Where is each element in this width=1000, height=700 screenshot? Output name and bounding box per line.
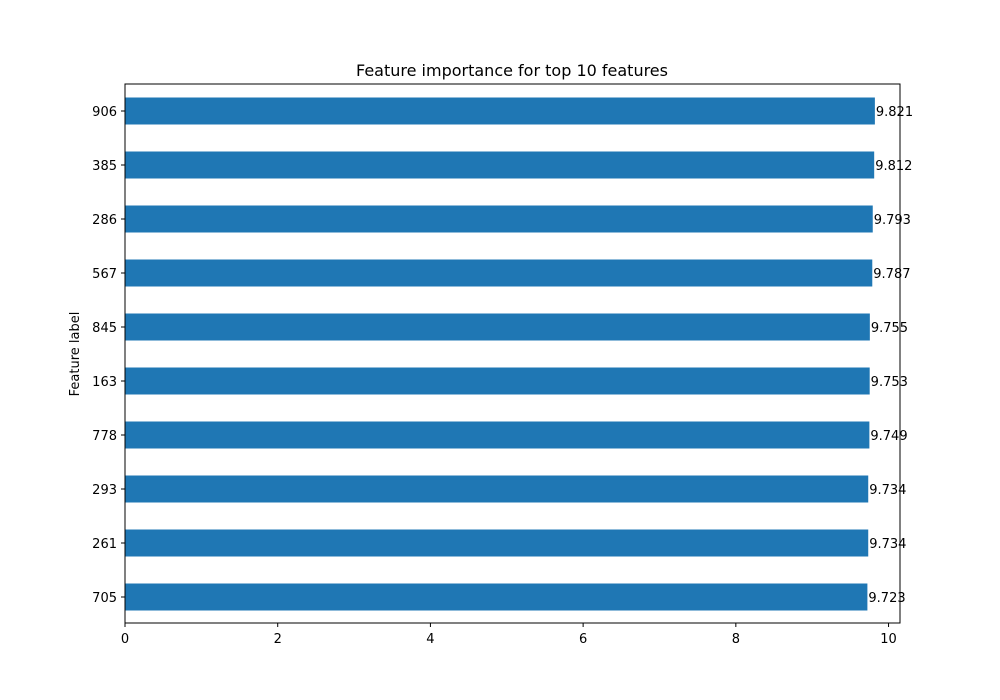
- x-tick-label-4: 4: [426, 632, 434, 647]
- y-tick-label-286: 286: [92, 213, 117, 228]
- bar-385: [125, 151, 875, 179]
- plot-frame: [124, 83, 901, 624]
- chart-title: Feature importance for top 10 features: [356, 61, 668, 80]
- y-tick-label-705: 705: [92, 591, 117, 606]
- value-label-385: 9.812: [875, 159, 912, 174]
- bar-906: [125, 97, 875, 125]
- value-label-567: 9.787: [873, 267, 910, 282]
- y-tick-label-567: 567: [92, 267, 117, 282]
- x-tick-label-6: 6: [579, 632, 587, 647]
- y-axis: 906 385 286 567 845 163 778 293 261 705: [92, 105, 125, 606]
- bar-845: [125, 313, 870, 341]
- bars-layer: 9.821 9.812 9.793 9.787 9.755 9.753 9.749 9.734…: [125, 97, 913, 611]
- y-axis-label: Feature label: [68, 312, 83, 397]
- y-tick-label-385: 385: [92, 159, 117, 174]
- bar-778: [125, 421, 870, 449]
- x-tick-label-8: 8: [732, 632, 740, 647]
- value-label-261: 9.734: [869, 537, 906, 552]
- y-tick-label-261: 261: [92, 537, 117, 552]
- value-label-293: 9.734: [869, 483, 906, 498]
- x-tick-label-2: 2: [274, 632, 282, 647]
- y-tick-label-293: 293: [92, 483, 117, 498]
- y-tick-label-778: 778: [92, 429, 117, 444]
- x-tick-label-0: 0: [121, 632, 129, 647]
- y-tick-label-906: 906: [92, 105, 117, 120]
- bar-286: [125, 205, 873, 233]
- value-label-906: 9.821: [876, 105, 913, 120]
- bar-293: [125, 475, 869, 503]
- value-label-778: 9.749: [870, 429, 907, 444]
- value-label-845: 9.755: [871, 321, 908, 336]
- x-axis: 0 2 4 6 8 10: [121, 623, 897, 647]
- bar-705: [125, 583, 868, 611]
- y-tick-label-163: 163: [92, 375, 117, 390]
- value-label-705: 9.723: [868, 591, 905, 606]
- bar-567: [125, 259, 873, 287]
- bar-163: [125, 367, 870, 395]
- value-label-286: 9.793: [874, 213, 911, 228]
- value-label-163: 9.753: [871, 375, 908, 390]
- x-tick-label-10: 10: [880, 632, 897, 647]
- bar-261: [125, 529, 869, 557]
- y-tick-label-845: 845: [92, 321, 117, 336]
